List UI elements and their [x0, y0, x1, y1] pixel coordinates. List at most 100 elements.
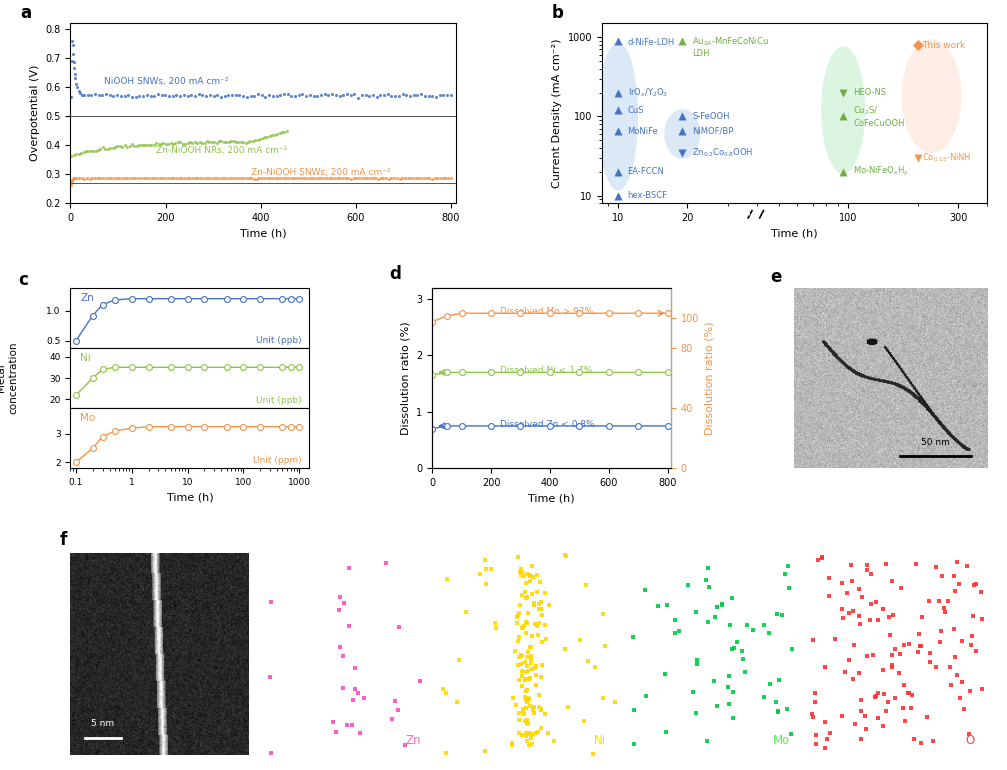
Point	[721, 671, 737, 683]
Point	[224, 135, 240, 147]
Polygon shape	[665, 109, 700, 159]
Point	[610, 189, 626, 202]
Point	[107, 425, 123, 437]
Point	[533, 704, 549, 716]
Point	[953, 692, 969, 705]
Point	[504, 739, 520, 752]
Point	[837, 666, 853, 678]
Point	[157, 89, 173, 102]
Point	[650, 600, 666, 612]
Point	[316, 88, 332, 100]
Point	[211, 135, 228, 147]
Point	[675, 146, 691, 159]
Point	[521, 693, 537, 705]
Point	[424, 89, 440, 102]
Point	[228, 172, 244, 185]
Point	[236, 293, 252, 305]
Point	[601, 367, 617, 379]
Point	[760, 626, 776, 638]
Point	[117, 172, 133, 184]
Point	[298, 89, 314, 102]
Point	[891, 667, 907, 679]
Point	[518, 674, 534, 686]
Point	[276, 126, 292, 138]
Point	[65, 48, 82, 60]
Point	[817, 716, 833, 728]
Point	[515, 621, 531, 633]
Point	[804, 708, 820, 721]
Point	[841, 607, 857, 619]
Point	[515, 589, 531, 601]
Point	[134, 139, 150, 152]
Point	[878, 557, 894, 570]
Point	[391, 704, 407, 716]
Point	[163, 293, 179, 305]
Point	[534, 635, 550, 648]
Text: Ni: Ni	[80, 353, 91, 363]
Point	[531, 701, 547, 713]
Point	[512, 727, 528, 739]
Point	[675, 35, 691, 47]
Point	[520, 735, 536, 747]
Text: Unit (ppb): Unit (ppb)	[257, 336, 302, 345]
Point	[975, 613, 991, 625]
Point	[534, 659, 550, 671]
Point	[70, 148, 87, 160]
Point	[528, 678, 544, 691]
Point	[637, 690, 654, 702]
Point	[853, 705, 869, 717]
Point	[518, 726, 534, 738]
Point	[142, 90, 158, 102]
Point	[335, 172, 351, 185]
Point	[341, 561, 357, 574]
Point	[525, 701, 541, 714]
Point	[124, 91, 140, 103]
Point	[432, 172, 448, 185]
Point	[281, 172, 297, 185]
Point	[349, 687, 366, 699]
Text: IrO$_x$/Y$_2$O$_3$: IrO$_x$/Y$_2$O$_3$	[627, 86, 668, 99]
Point	[458, 606, 474, 618]
Point	[505, 692, 521, 705]
Point	[932, 624, 949, 637]
Point	[700, 735, 716, 747]
Text: CuS: CuS	[627, 105, 644, 115]
Text: Zn$_{0.2}$Co$_{0.8}$OOH: Zn$_{0.2}$Co$_{0.8}$OOH	[692, 146, 754, 159]
Point	[522, 728, 538, 740]
Point	[859, 564, 875, 576]
Point	[513, 599, 529, 611]
Point	[411, 172, 427, 184]
Point	[95, 89, 111, 102]
Point	[518, 666, 534, 678]
Point	[476, 554, 492, 566]
Point	[835, 86, 851, 99]
Point	[839, 587, 855, 599]
Point	[124, 138, 140, 150]
Point	[309, 90, 325, 102]
Text: EA-FCCN: EA-FCCN	[627, 167, 665, 176]
Point	[146, 90, 162, 102]
Point	[114, 141, 130, 153]
Point	[421, 89, 437, 102]
Point	[90, 172, 106, 184]
Point	[534, 609, 550, 621]
Point	[254, 172, 270, 184]
Point	[909, 38, 925, 51]
Text: Zn-NiOOH NRs, 200 mA cm⁻²: Zn-NiOOH NRs, 200 mA cm⁻²	[156, 146, 287, 155]
Point	[834, 578, 850, 590]
Point	[528, 727, 544, 739]
Point	[264, 129, 280, 142]
Point	[904, 688, 920, 701]
Point	[511, 659, 527, 671]
Point	[870, 614, 886, 627]
Y-axis label: Dissolution ratio (%): Dissolution ratio (%)	[401, 321, 411, 435]
Point	[168, 89, 184, 102]
Point	[174, 138, 190, 150]
Point	[263, 671, 279, 684]
Point	[576, 715, 592, 727]
Point	[439, 573, 455, 585]
Point	[243, 136, 259, 148]
Point	[863, 598, 879, 611]
Point	[213, 172, 230, 184]
Point	[857, 710, 873, 722]
